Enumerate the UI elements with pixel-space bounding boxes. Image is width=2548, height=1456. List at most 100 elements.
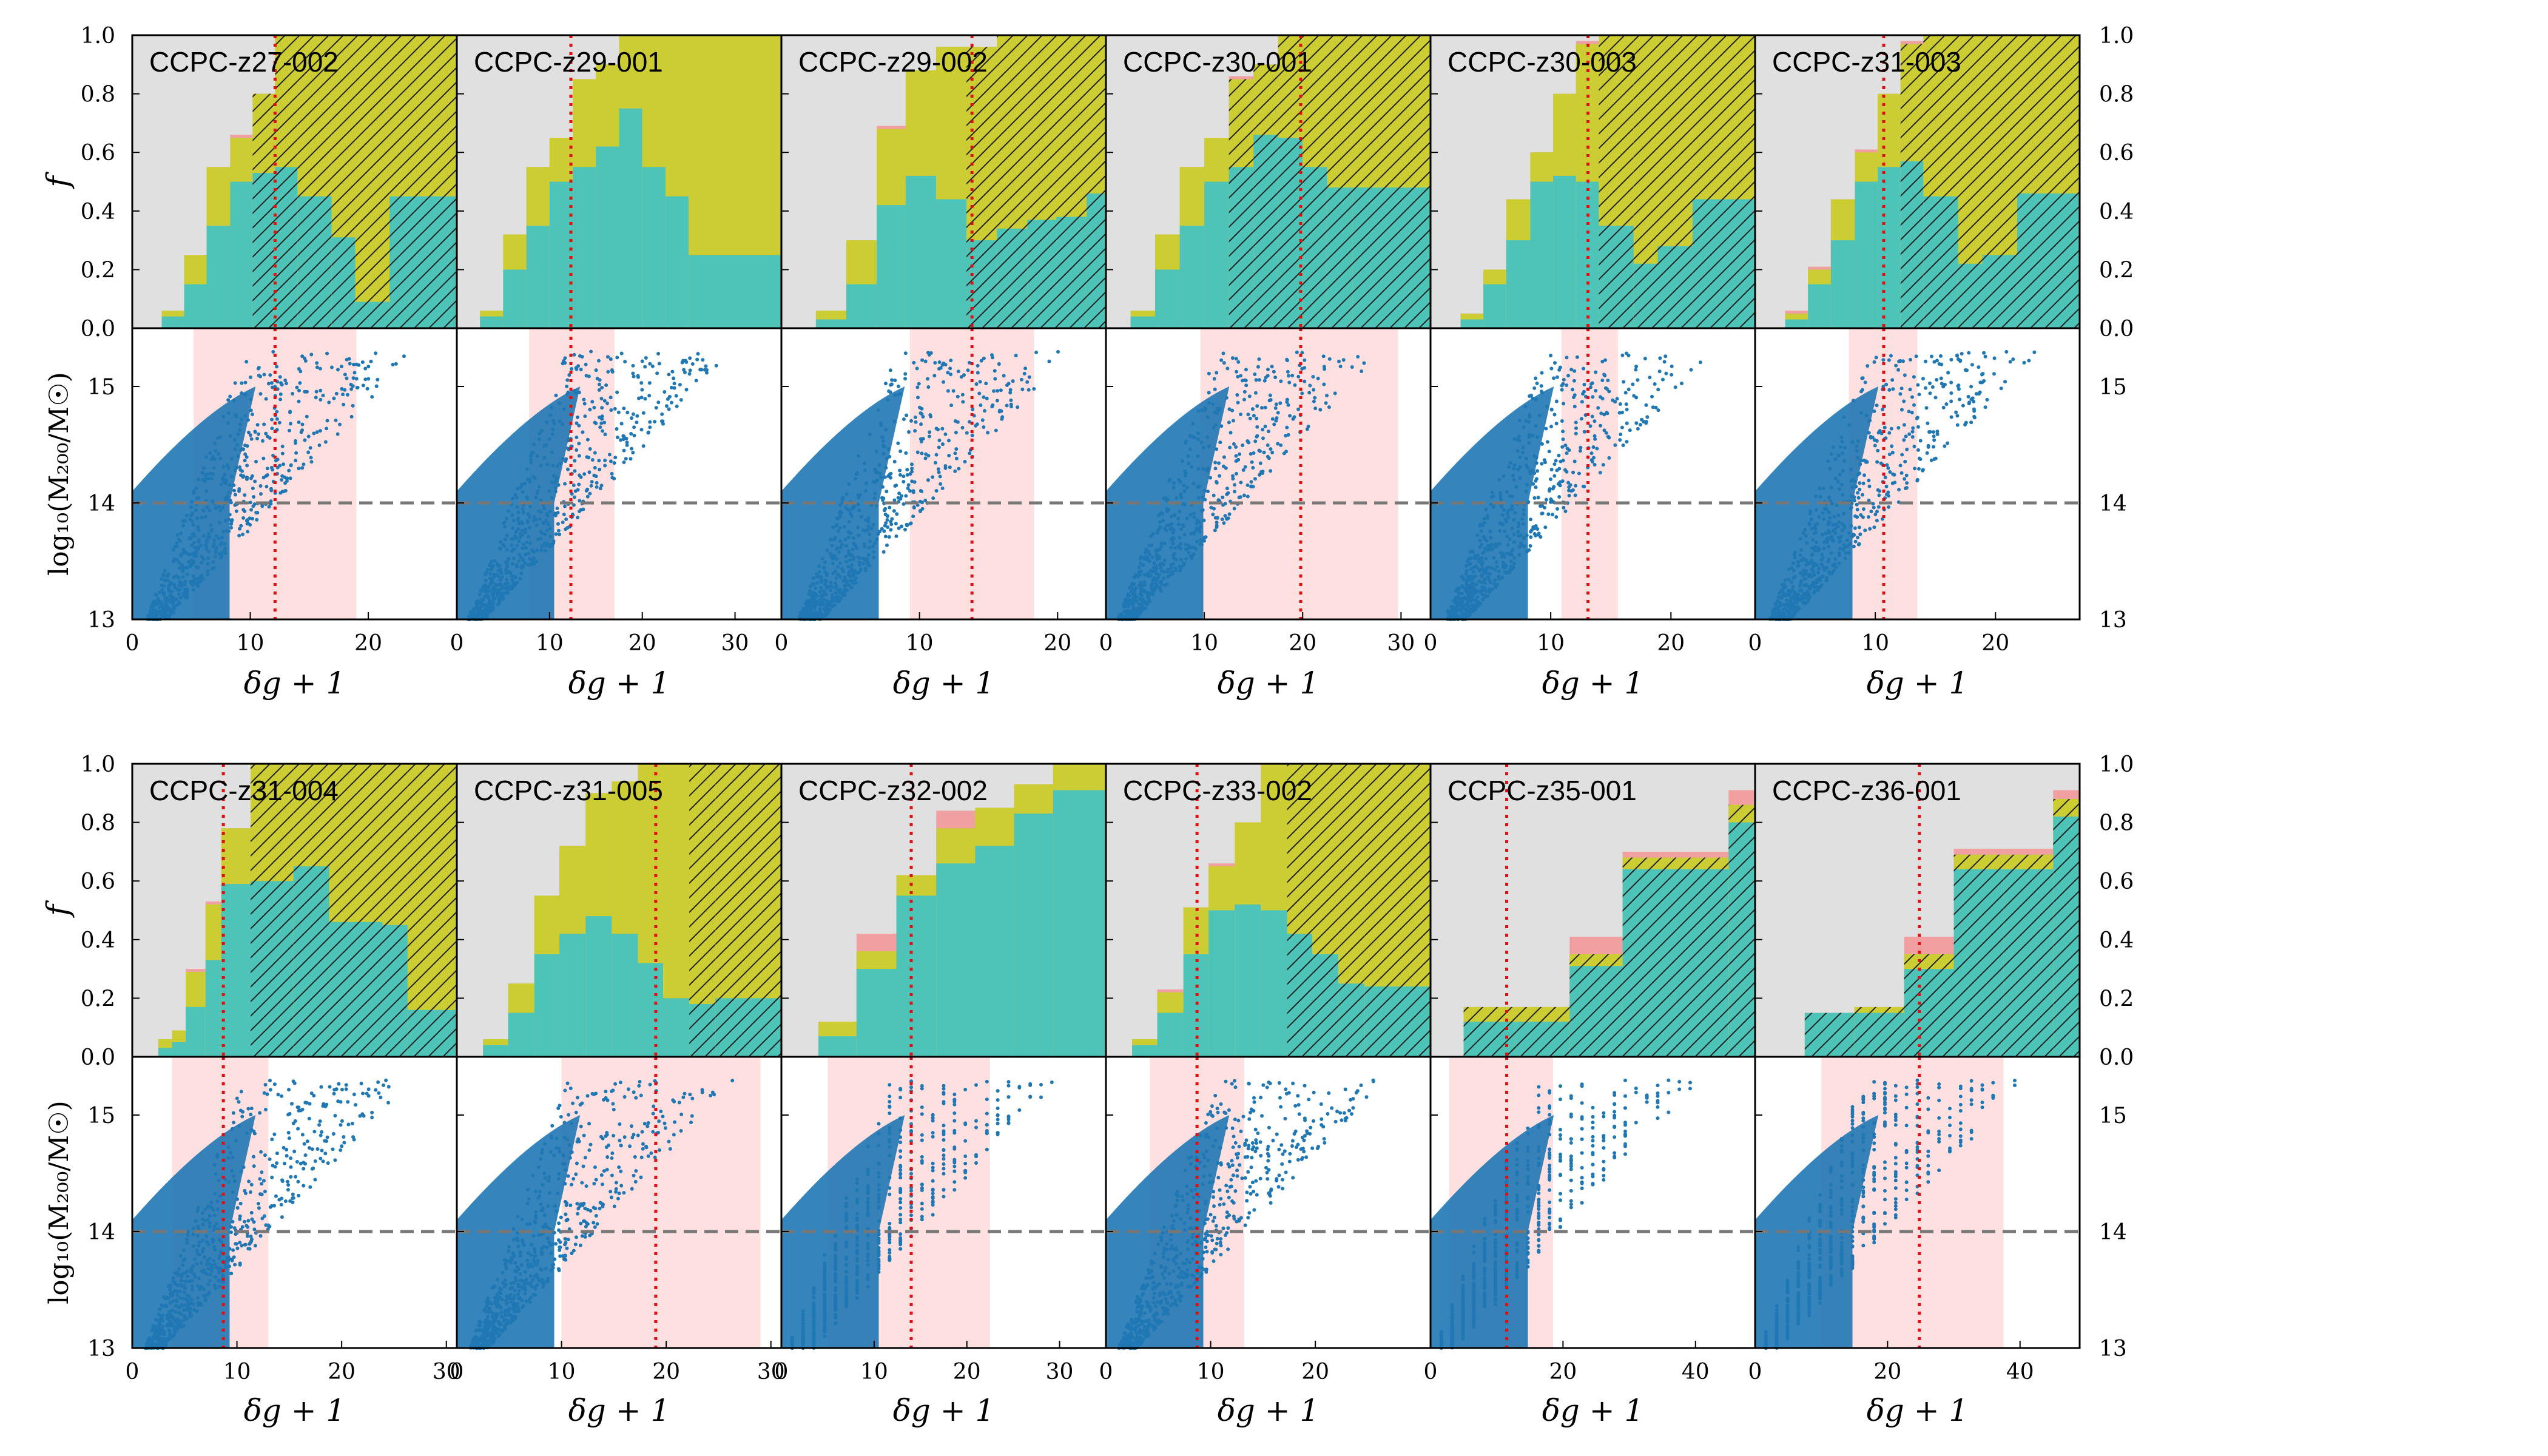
scatter-point [1578,449,1582,453]
scatter-point [305,389,309,394]
scatter-point [904,451,908,455]
scatter-point [265,484,269,488]
scatter-point [1267,399,1272,403]
scatter-point [248,433,252,437]
scatter-point [1549,425,1554,429]
scatter-point [309,352,314,357]
scatter-point [640,359,644,363]
scatter-point [238,527,242,531]
scatter-point [933,361,937,365]
scatter-point [341,393,345,397]
bar-yellow-hatch [1982,35,2017,255]
scatter-point [1535,527,1540,531]
scatter-point [258,484,263,488]
scatter-point [911,490,915,494]
scatter-point [271,349,275,354]
scatter-point [321,1159,325,1164]
scatter-point [1912,375,1916,379]
scatter-point [1544,497,1548,502]
scatter-point [1569,368,1574,372]
scatter-point [1572,379,1576,383]
scatter-point [596,359,601,363]
scatter-point [940,442,945,447]
scatter-point [1623,391,1628,395]
bar-teal-hatch [331,237,356,328]
scatter-point [594,421,598,425]
scatter-point [1262,450,1266,454]
scatter-point [890,517,894,521]
scatter-point [1642,420,1646,424]
scatter-point [1228,431,1233,435]
scatter-point [679,398,683,402]
scatter-point [588,408,592,412]
bar-teal [596,146,619,329]
scatter-point [625,443,629,447]
scatter-point [654,406,658,410]
scatter-point [1861,376,1865,380]
scatter-point [1916,448,1920,452]
scatter-point [249,1113,253,1117]
scatter-point [1982,351,1986,355]
scatter-point [2003,380,2007,384]
bar-teal [1483,284,1506,328]
scatter-point [1233,490,1237,494]
scatter-point [582,472,587,476]
scatter-point [233,381,237,385]
scatter-point [582,397,586,402]
scatter-point [1890,444,1894,448]
bar-teal [642,167,666,328]
bar-teal [1830,240,1855,328]
scatter-point [1872,525,1876,530]
scatter-point [894,522,898,526]
scatter-point [233,493,237,497]
scatter-point [640,388,644,392]
scatter-point [315,365,319,369]
scatter-point [556,510,560,514]
scatter-point [1921,468,1925,472]
scatter-point [1876,505,1881,509]
scatter-point [1247,394,1252,399]
scatter-point [1255,404,1259,408]
scatter-point [1264,376,1268,380]
scatter-point [1011,379,1015,383]
scatter-point [1636,378,1640,382]
scatter-point [1557,453,1561,457]
scatter-point [1554,422,1559,426]
scatter-point [684,360,689,364]
scatter-point [1008,388,1013,392]
scatter-point [239,1090,243,1094]
scatter-point [1876,431,1881,435]
scatter-point [1341,358,1346,362]
bar-teal [935,199,967,328]
scatter-point [1288,414,1292,418]
scatter-point [917,382,921,386]
scatter-point [1621,443,1625,447]
scatter-point [1243,465,1247,469]
scatter-point [340,387,344,391]
scatter-point [656,400,661,405]
scatter-point [386,1100,391,1105]
scatter-point [1565,451,1569,456]
scatter-point [603,463,607,468]
scatter-point [619,422,624,426]
scatter-point [1238,412,1242,416]
tick-label-x: 30 [721,631,749,656]
scatter-point [228,394,232,399]
scatter-point [1249,452,1253,456]
scatter-point [1002,374,1006,378]
scatter-point [1000,415,1005,419]
scatter-point [260,439,265,443]
tick-label-fraction-left: 0.8 [81,83,115,107]
scatter-point [327,400,331,405]
scatter-point [1890,451,1895,455]
scatter-point [629,431,633,436]
scatter-point [255,517,259,522]
scatter-point [1287,380,1292,385]
scatter-point [625,440,629,445]
scatter-point [1912,403,1916,407]
scatter-point [1560,445,1565,449]
scatter-point [1603,374,1607,378]
scatter-point [1534,485,1538,490]
scatter-point [370,1116,374,1120]
scatter-point [1582,430,1586,434]
